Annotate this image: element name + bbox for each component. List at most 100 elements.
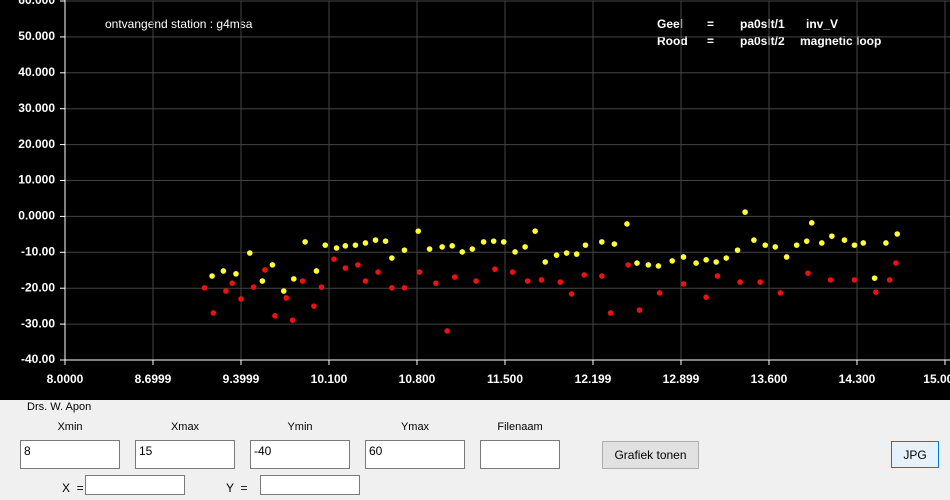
point <box>250 284 257 290</box>
field-input[interactable]: 60 <box>365 440 465 469</box>
point <box>233 271 239 277</box>
point <box>299 278 306 284</box>
field-input[interactable] <box>480 440 560 469</box>
point <box>655 263 662 269</box>
point <box>645 262 652 268</box>
point <box>714 273 721 279</box>
y-tick-label: 0.0000 <box>18 209 55 223</box>
point <box>860 240 867 246</box>
point <box>873 289 879 295</box>
x-tick-label: 11.500 <box>487 372 523 386</box>
x-tick-label: 10.100 <box>311 372 348 386</box>
point <box>762 242 769 248</box>
point <box>342 265 349 271</box>
point <box>742 209 748 215</box>
field-input[interactable]: -40 <box>250 440 350 469</box>
point <box>331 256 337 262</box>
point <box>625 262 631 268</box>
point <box>563 250 570 256</box>
point <box>522 244 528 250</box>
point <box>333 245 340 251</box>
plot-background <box>0 0 950 400</box>
show-chart-button[interactable]: Grafiek tonen <box>602 441 699 469</box>
point <box>680 254 687 260</box>
point <box>713 259 719 265</box>
point <box>542 259 549 265</box>
point <box>783 254 790 260</box>
point <box>757 279 763 285</box>
point <box>355 262 361 268</box>
legend-text: Rood <box>657 34 688 48</box>
y-tick-label: -40.00 <box>21 352 55 366</box>
point <box>851 277 858 283</box>
point <box>480 239 487 245</box>
point <box>808 220 815 226</box>
x-tick-label: 9.3999 <box>223 372 260 386</box>
point <box>509 269 516 275</box>
legend-text: = <box>707 17 714 31</box>
point <box>819 240 825 246</box>
point <box>581 272 587 278</box>
point <box>444 328 450 334</box>
y-tick-label: 10.000 <box>18 173 55 187</box>
point <box>375 269 381 275</box>
legend-text: pa0slt/2 <box>740 34 785 48</box>
point <box>538 277 545 283</box>
point <box>886 277 893 283</box>
y-tick-label: -30.00 <box>21 316 55 330</box>
point <box>568 291 575 297</box>
point <box>342 243 349 249</box>
field-label: Xmax <box>170 421 200 433</box>
point <box>220 268 227 274</box>
point <box>415 228 422 234</box>
x-tick-label: 13.600 <box>751 372 788 386</box>
x-tick-label: 12.899 <box>663 372 700 386</box>
legend-text: Geel <box>657 17 683 31</box>
point <box>680 281 687 287</box>
y-label: Y = <box>226 481 248 495</box>
legend-text: = <box>707 34 714 48</box>
point <box>322 242 329 248</box>
jpg-button[interactable]: JPG <box>891 441 939 468</box>
point <box>512 249 518 255</box>
point <box>532 228 538 234</box>
point <box>269 262 276 268</box>
field-label: Ymax <box>400 421 430 433</box>
legend-text: inv_V <box>806 17 838 31</box>
point <box>737 279 743 285</box>
point <box>500 239 507 245</box>
point <box>524 278 531 284</box>
field-label: Filenaam <box>497 421 543 433</box>
point <box>229 280 235 286</box>
point <box>318 284 325 290</box>
point <box>669 258 675 264</box>
author: Drs. W. Apon <box>27 401 92 413</box>
field-input[interactable]: 8 <box>20 440 120 469</box>
y-tick-label: 20.000 <box>18 137 55 151</box>
y-tick-label: 40.000 <box>18 65 55 79</box>
point <box>492 266 498 272</box>
point <box>401 247 408 253</box>
point <box>582 242 589 248</box>
point <box>723 255 730 261</box>
y-tick-label: 50.000 <box>18 29 55 43</box>
point <box>793 242 800 248</box>
field-label: Ymin <box>287 421 313 433</box>
point <box>490 238 497 244</box>
point <box>772 244 779 250</box>
station-label: ontvangend station : g4msa <box>105 17 253 31</box>
x-input[interactable] <box>85 475 185 495</box>
point <box>272 313 278 319</box>
point <box>262 267 268 273</box>
field-input[interactable]: 15 <box>135 440 235 469</box>
y-input[interactable] <box>260 475 360 495</box>
legend-text: magnetic loop <box>800 34 881 48</box>
y-tick-label: -10.00 <box>21 244 55 258</box>
point <box>362 240 369 246</box>
point <box>803 238 810 244</box>
point <box>893 260 899 266</box>
point <box>851 242 858 248</box>
point <box>894 231 901 237</box>
point <box>805 270 811 276</box>
point <box>693 260 699 266</box>
